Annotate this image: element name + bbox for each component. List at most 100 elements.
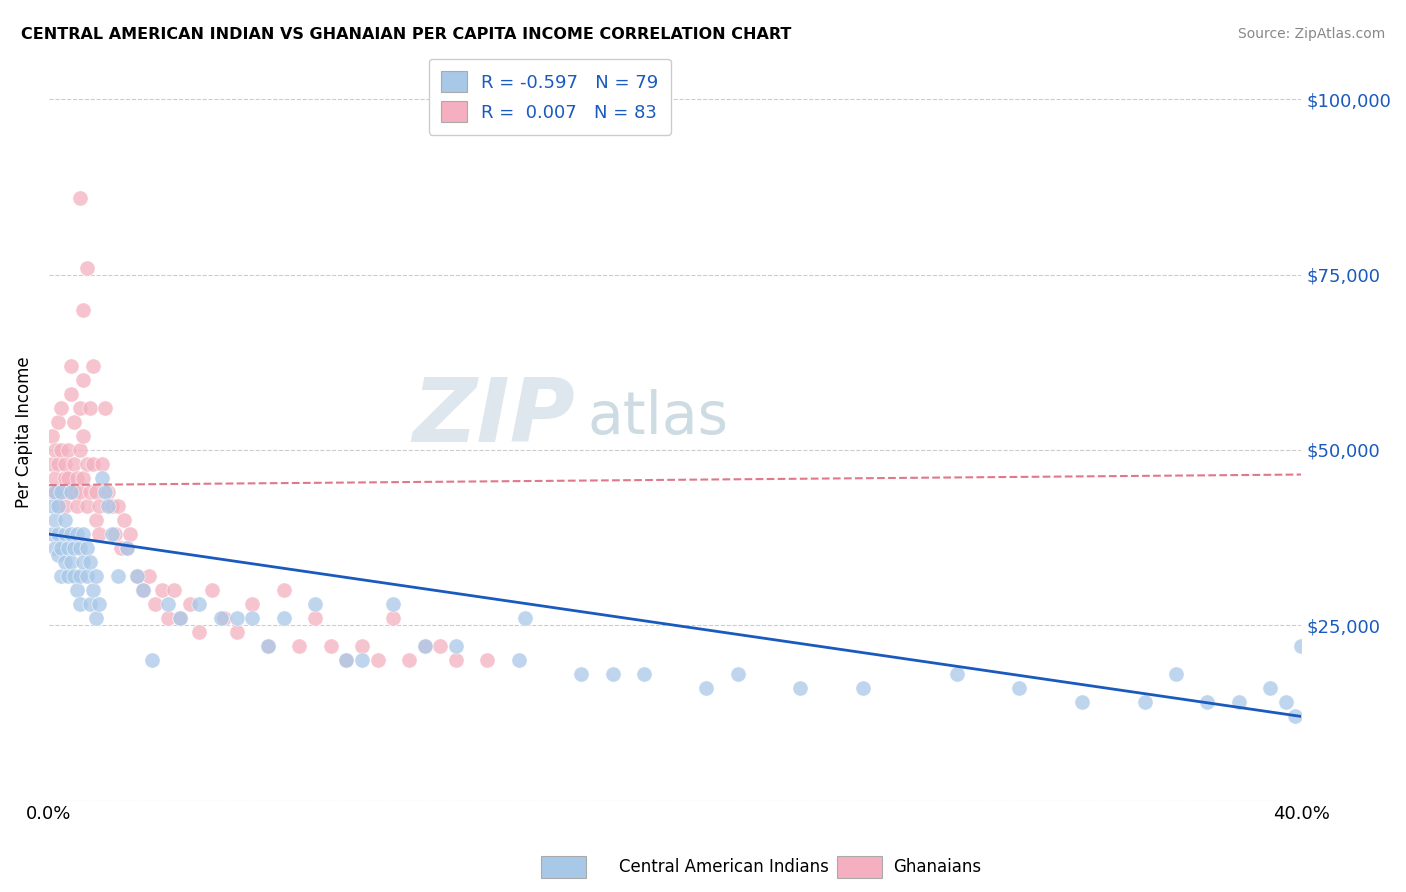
Point (82, 583, 104, 598)
Point (352, 640, 374, 654)
Text: CENTRAL AMERICAN INDIAN VS GHANAIAN PER CAPITA INCOME CORRELATION CHART: CENTRAL AMERICAN INDIAN VS GHANAIAN PER … (21, 27, 792, 42)
Point (352, 653, 374, 667)
Point (513, 611, 536, 625)
Point (56, 541, 79, 556)
Point (1291, 640, 1313, 654)
Point (72, 555, 94, 569)
Point (242, 597, 264, 611)
Point (56, 485, 79, 500)
Point (53, 527, 76, 541)
Point (132, 583, 155, 598)
Point (41, 527, 63, 541)
Text: Ghanaians: Ghanaians (893, 858, 981, 876)
Point (727, 667, 749, 681)
Point (72, 527, 94, 541)
Point (76, 260, 98, 275)
Point (852, 681, 875, 696)
Point (107, 569, 129, 583)
Point (51, 485, 73, 500)
Point (48, 415, 70, 429)
Point (188, 597, 211, 611)
Point (44, 541, 66, 556)
Point (56, 569, 79, 583)
Point (304, 597, 326, 611)
Point (87, 499, 110, 513)
Point (132, 583, 155, 598)
Point (1164, 667, 1187, 681)
Point (382, 597, 405, 611)
Point (53, 457, 76, 471)
Point (225, 625, 247, 640)
Point (335, 653, 357, 667)
Point (319, 640, 342, 654)
Point (48, 527, 70, 541)
Point (66, 583, 89, 598)
Point (110, 541, 132, 556)
Point (51, 569, 73, 583)
Point (304, 611, 326, 625)
Point (1133, 695, 1156, 709)
Point (72, 429, 94, 443)
Point (257, 640, 280, 654)
Point (188, 625, 211, 640)
Point (169, 611, 191, 625)
Point (66, 471, 89, 485)
Point (53, 555, 76, 569)
Point (69, 597, 91, 611)
Point (66, 499, 89, 513)
Point (209, 611, 232, 625)
Point (112, 513, 135, 527)
Legend: R = -0.597   N = 79, R =  0.007   N = 83: R = -0.597 N = 79, R = 0.007 N = 83 (429, 59, 671, 135)
Point (125, 569, 148, 583)
Point (145, 597, 167, 611)
Point (104, 527, 127, 541)
Point (79, 485, 101, 500)
Point (569, 667, 592, 681)
Point (100, 527, 122, 541)
Point (444, 640, 467, 654)
Point (51, 442, 73, 457)
Point (69, 442, 91, 457)
Text: atlas: atlas (588, 389, 728, 446)
Point (53, 513, 76, 527)
Point (53, 471, 76, 485)
Point (69, 485, 91, 500)
Point (63, 569, 86, 583)
Point (82, 457, 104, 471)
Point (59, 555, 82, 569)
Point (69, 569, 91, 583)
Text: Central American Indians: Central American Indians (619, 858, 828, 876)
Point (84, 611, 107, 625)
Point (288, 640, 311, 654)
Point (41, 429, 63, 443)
Point (48, 548, 70, 562)
Point (1284, 709, 1306, 723)
Point (115, 541, 138, 556)
Point (789, 681, 811, 696)
Point (156, 611, 179, 625)
Point (508, 653, 530, 667)
Point (76, 569, 98, 583)
Point (1274, 695, 1296, 709)
Point (97, 499, 120, 513)
Point (63, 457, 86, 471)
Point (84, 485, 107, 500)
Point (429, 640, 451, 654)
Point (169, 611, 191, 625)
Point (72, 302, 94, 317)
Point (69, 401, 91, 415)
Point (51, 401, 73, 415)
Point (51, 541, 73, 556)
Point (1258, 681, 1281, 696)
Point (602, 667, 624, 681)
Point (79, 401, 101, 415)
Point (72, 373, 94, 387)
Point (141, 653, 163, 667)
Point (477, 653, 499, 667)
Point (84, 513, 107, 527)
Point (695, 681, 717, 696)
Point (382, 611, 405, 625)
Point (59, 527, 82, 541)
Point (44, 471, 66, 485)
Point (273, 583, 295, 598)
